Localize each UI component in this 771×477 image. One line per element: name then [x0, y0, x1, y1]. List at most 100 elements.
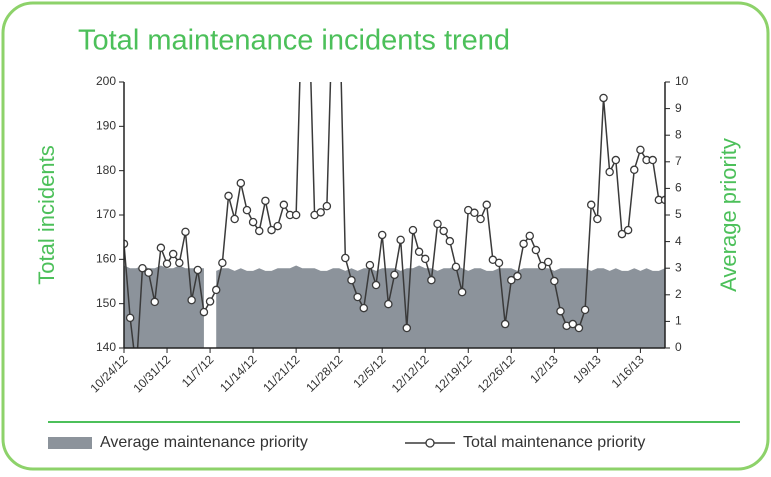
- line-marker: [550, 276, 559, 286]
- line-marker: [457, 287, 467, 297]
- line-marker: [341, 253, 350, 263]
- line-marker: [230, 214, 239, 224]
- line-marker: [236, 178, 246, 188]
- line-marker: [316, 208, 325, 217]
- line-marker: [537, 261, 547, 271]
- line-marker: [580, 305, 590, 315]
- line-marker: [279, 200, 289, 210]
- area: [124, 265, 204, 348]
- legend-label: Total maintenance priority: [463, 434, 645, 451]
- plot-area: [124, 82, 665, 348]
- line-marker: [500, 319, 510, 329]
- line-marker: [199, 307, 209, 317]
- line-marker: [611, 155, 621, 165]
- legend-marker: [425, 438, 435, 448]
- line-marker: [156, 243, 166, 253]
- line-marker: [599, 93, 608, 103]
- line-marker: [175, 258, 184, 268]
- line-marker: [556, 306, 565, 316]
- line-marker: [261, 196, 270, 206]
- line-marker: [433, 219, 442, 229]
- line-marker: [476, 214, 485, 224]
- line-marker: [384, 299, 393, 309]
- y2-axis-label: Average priority: [716, 138, 741, 292]
- line-marker: [359, 303, 369, 313]
- y2-tick-label: 0: [675, 340, 682, 354]
- line-marker: [371, 280, 381, 290]
- line-marker: [482, 200, 491, 210]
- line-marker: [525, 231, 535, 241]
- line-marker: [138, 263, 147, 273]
- y2-tick-label: 10: [675, 74, 689, 88]
- line-marker: [291, 210, 301, 220]
- y2-tick-label: 5: [675, 207, 682, 221]
- line-marker: [377, 230, 387, 240]
- line-marker: [420, 254, 430, 264]
- legend-swatch: [48, 437, 92, 449]
- line-marker: [513, 271, 522, 281]
- line-marker: [254, 226, 264, 236]
- line-marker: [144, 268, 153, 277]
- line-marker: [187, 295, 196, 305]
- line-marker: [445, 236, 455, 246]
- y2-tick-label: 7: [675, 154, 682, 168]
- area: [216, 265, 665, 348]
- line-marker: [507, 275, 516, 285]
- line-marker: [543, 257, 553, 267]
- line-marker: [574, 323, 584, 333]
- line-marker: [427, 275, 436, 285]
- line-marker: [531, 245, 541, 255]
- y-tick-label: 180: [96, 163, 116, 177]
- line-marker: [273, 221, 282, 231]
- line-marker: [396, 235, 405, 245]
- y-tick-label: 140: [96, 340, 116, 354]
- line-marker: [168, 249, 178, 259]
- line-marker: [347, 275, 356, 285]
- chart-title: Total maintenance incidents trend: [78, 25, 510, 57]
- line-marker: [211, 285, 221, 295]
- line-marker: [242, 205, 252, 215]
- y2-tick-label: 9: [675, 101, 682, 115]
- legend-label: Average maintenance priority: [100, 434, 308, 451]
- line-marker: [402, 323, 412, 333]
- line-marker: [322, 201, 332, 211]
- line-marker: [414, 247, 424, 257]
- line-marker: [224, 191, 233, 201]
- line-marker: [267, 225, 276, 235]
- line-marker: [586, 200, 596, 210]
- line-marker: [248, 217, 258, 227]
- line-marker: [636, 145, 645, 155]
- line-marker: [494, 258, 504, 268]
- line-marker: [630, 165, 639, 175]
- line-marker: [125, 313, 135, 323]
- y-tick-label: 160: [96, 252, 116, 266]
- line-marker: [390, 270, 399, 280]
- line-marker: [593, 214, 602, 224]
- line-marker: [353, 292, 362, 302]
- line-marker: [623, 225, 633, 235]
- y-tick-label: 200: [96, 74, 116, 88]
- y-tick-label: 150: [96, 296, 116, 310]
- y2-tick-label: 6: [675, 181, 682, 195]
- y2-tick-label: 8: [675, 127, 682, 141]
- line-marker: [181, 227, 190, 237]
- y2-tick-label: 4: [675, 234, 682, 248]
- line-marker: [519, 239, 528, 249]
- line-marker: [150, 297, 159, 307]
- y2-tick-label: 1: [675, 314, 682, 328]
- y-axis-label: Total incidents: [34, 145, 59, 284]
- y-tick-label: 190: [96, 119, 116, 133]
- line-marker: [660, 195, 665, 205]
- line-marker: [439, 226, 448, 236]
- line-marker: [218, 258, 227, 268]
- y-tick-label: 170: [96, 207, 116, 221]
- line-marker: [648, 155, 657, 165]
- line-marker: [617, 229, 627, 239]
- y2-tick-label: 2: [675, 287, 682, 301]
- line-marker: [365, 260, 375, 270]
- line-marker: [568, 319, 578, 329]
- line-marker: [451, 262, 461, 272]
- line-marker: [162, 259, 172, 269]
- line-marker: [470, 208, 479, 218]
